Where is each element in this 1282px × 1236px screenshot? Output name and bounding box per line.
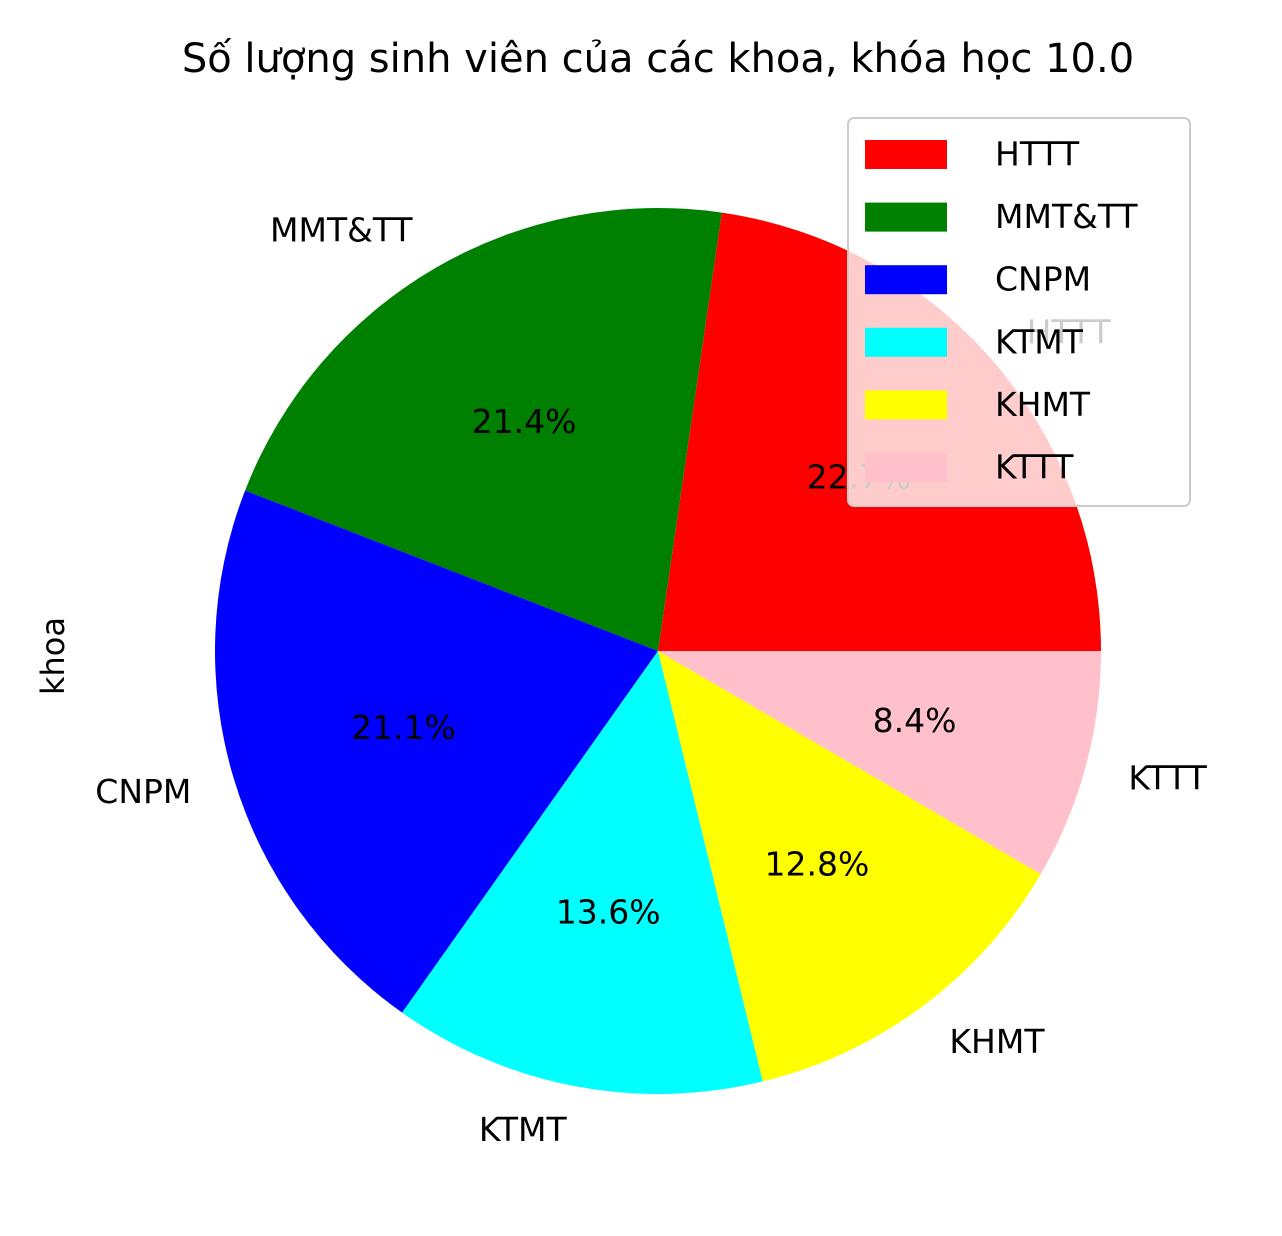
category-label-kttt: KTTT — [1128, 759, 1207, 798]
pie-slices — [214, 208, 1101, 1094]
legend-label-httt: HTTT — [995, 135, 1080, 174]
legend-swatch-khmt — [865, 390, 947, 420]
pie-slice-khmt — [658, 651, 1041, 1082]
pie-slice-mmt-tt — [245, 208, 722, 651]
legend-entries: HTTT MMT&TT CNPM KTMT KHMT KTTT — [865, 135, 1138, 487]
percentage-label-cnpm: 21.1% — [351, 708, 456, 747]
legend-swatch-mmt-tt — [865, 202, 947, 232]
legend-label-khmt: KHMT — [995, 385, 1091, 424]
percentage-label-ktmt: 13.6% — [556, 893, 661, 932]
pie-slice-kttt — [658, 651, 1101, 875]
legend-label-mmt-tt: MMT&TT — [995, 197, 1138, 236]
category-label-ktmt: KTMT — [479, 1110, 568, 1149]
legend-swatch-httt — [865, 140, 947, 169]
percentage-labels: 22.7%21.4%21.1%13.6%12.8%8.4% — [351, 402, 956, 932]
y-axis-label: khoa — [34, 617, 72, 695]
percentage-label-khmt: 12.8% — [764, 845, 869, 884]
chart-title: Số lượng sinh viên của các khoa, khóa họ… — [182, 36, 1134, 82]
legend: HTTT MMT&TT CNPM KTMT KHMT KTTT — [847, 117, 1191, 507]
percentage-label-kttt: 8.4% — [873, 701, 957, 740]
pie-slice-ktmt — [402, 651, 763, 1094]
category-label-mmt-tt: MMT&TT — [270, 211, 413, 250]
category-label-khmt: KHMT — [949, 1022, 1045, 1061]
pie-slice-cnpm — [214, 490, 658, 1013]
legend-label-cnpm: CNPM — [995, 260, 1091, 299]
legend-label-ktmt: KTMT — [995, 322, 1084, 361]
legend-swatch-kttt — [865, 453, 947, 482]
legend-swatch-cnpm — [865, 265, 947, 295]
legend-swatch-ktmt — [865, 327, 947, 357]
legend-label-kttt: KTTT — [995, 448, 1074, 487]
category-label-cnpm: CNPM — [95, 772, 191, 811]
percentage-label-mmt-tt: 21.4% — [472, 402, 577, 441]
